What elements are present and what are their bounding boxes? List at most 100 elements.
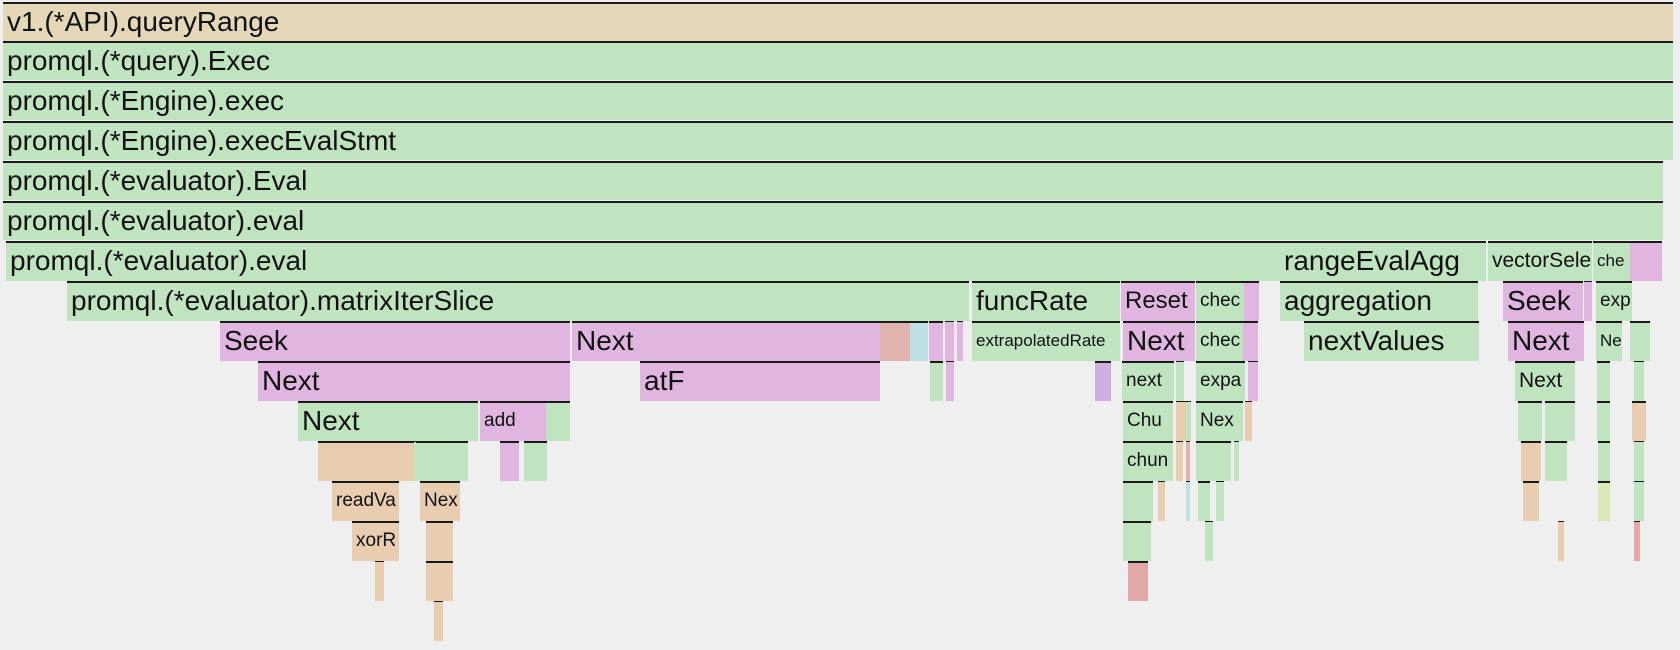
flame-frame[interactable]: promql.(*query).Exec	[3, 41, 1673, 80]
flame-frame[interactable]: add	[480, 401, 547, 441]
flame-frame[interactable]	[375, 561, 384, 601]
flame-frame[interactable]: promql.(*evaluator).eval	[6, 241, 1280, 281]
flame-frame[interactable]	[1521, 441, 1541, 481]
flame-frame[interactable]	[500, 441, 519, 481]
flame-frame[interactable]	[930, 361, 943, 401]
flame-frame[interactable]: promql.(*evaluator).Eval	[3, 161, 1663, 200]
flame-frame[interactable]	[1205, 521, 1213, 561]
flame-frame[interactable]: Nex	[1196, 401, 1243, 441]
flame-frame[interactable]	[1545, 441, 1567, 481]
flame-frame[interactable]	[1630, 321, 1650, 361]
flame-frame[interactable]	[1634, 441, 1644, 481]
flame-frame[interactable]	[1584, 281, 1592, 321]
flame-frame[interactable]: chun	[1123, 441, 1173, 481]
flame-frame[interactable]: Next	[1508, 321, 1584, 361]
frame-label: readVa	[336, 490, 396, 511]
flame-frame[interactable]	[1128, 561, 1148, 601]
flame-frame[interactable]	[1176, 401, 1187, 441]
frame-label: Nex	[424, 490, 458, 511]
flame-frame[interactable]: readVa	[332, 481, 399, 521]
flame-frame[interactable]	[945, 321, 954, 361]
flame-frame[interactable]	[880, 321, 910, 361]
flame-frame[interactable]: Nex	[420, 481, 460, 521]
frame-label: Next	[1512, 325, 1570, 356]
frame-label: che	[1597, 251, 1625, 270]
flame-frame[interactable]	[1634, 481, 1644, 521]
flame-frame[interactable]	[910, 321, 928, 361]
flame-frame[interactable]: promql.(*Engine).execEvalStmt	[3, 121, 1673, 160]
flame-frame[interactable]: exp	[1596, 281, 1632, 321]
flame-frame[interactable]: Ne	[1596, 321, 1622, 361]
flame-frame[interactable]: Seek	[220, 321, 570, 361]
flame-frame[interactable]: Next	[1123, 321, 1195, 361]
flame-frame[interactable]: Chu	[1123, 401, 1173, 441]
flame-frame[interactable]	[946, 361, 954, 401]
flame-frame[interactable]: chec	[1196, 321, 1246, 361]
flame-frame[interactable]: v1.(*API).queryRange	[3, 2, 1673, 41]
flame-frame[interactable]	[426, 521, 453, 561]
flame-frame[interactable]	[1558, 521, 1564, 561]
flame-frame[interactable]: chec	[1196, 281, 1246, 321]
flame-frame[interactable]	[1186, 441, 1190, 481]
frame-label: Nex	[1200, 410, 1234, 431]
flame-frame[interactable]	[1244, 281, 1259, 321]
flame-frame[interactable]	[1523, 481, 1539, 521]
flame-frame[interactable]	[1248, 361, 1258, 401]
flame-frame[interactable]	[1123, 521, 1151, 561]
flame-frame[interactable]	[1095, 361, 1111, 401]
flame-frame[interactable]	[1597, 361, 1610, 401]
flame-frame[interactable]	[318, 441, 414, 481]
flame-frame[interactable]: funcRate	[972, 281, 1120, 321]
frame-label: Next	[1519, 369, 1563, 392]
flame-frame[interactable]: xorR	[352, 521, 399, 561]
flame-frame[interactable]: Next	[572, 321, 880, 361]
flame-frame[interactable]	[1216, 481, 1224, 521]
flame-frame[interactable]: expa	[1196, 361, 1245, 401]
flame-frame[interactable]	[1598, 441, 1610, 481]
flame-frame[interactable]	[426, 561, 453, 601]
frame-label: Next	[302, 405, 360, 436]
flame-frame[interactable]	[1176, 361, 1184, 401]
flame-frame[interactable]: Next	[298, 401, 478, 441]
flame-frame[interactable]	[1518, 401, 1542, 441]
flame-frame[interactable]: atF	[640, 361, 880, 401]
flame-frame[interactable]	[1597, 401, 1610, 441]
flame-frame[interactable]	[1186, 401, 1191, 441]
flame-frame[interactable]	[1196, 441, 1231, 481]
flame-frame[interactable]: promql.(*Engine).exec	[3, 81, 1673, 120]
flame-frame[interactable]	[1598, 481, 1610, 521]
flame-frame[interactable]: Next	[1515, 361, 1575, 401]
flame-frame[interactable]: rangeEvalAgg	[1280, 241, 1486, 281]
flame-frame[interactable]	[1630, 241, 1662, 281]
flame-frame[interactable]: nextValues	[1304, 321, 1479, 361]
flame-frame[interactable]	[1545, 401, 1575, 441]
flame-frame[interactable]	[957, 321, 963, 361]
flame-frame[interactable]: Seek	[1503, 281, 1583, 321]
flame-frame[interactable]	[1198, 481, 1210, 521]
flame-frame[interactable]	[1176, 441, 1183, 481]
flame-frame[interactable]	[1186, 481, 1190, 521]
flame-frame[interactable]	[929, 321, 943, 361]
flame-frame[interactable]	[1634, 521, 1640, 561]
flame-frame[interactable]	[546, 401, 570, 441]
flame-frame[interactable]	[1158, 481, 1165, 521]
flame-frame[interactable]: extrapolatedRate	[972, 321, 1120, 361]
flame-frame[interactable]: aggregation	[1280, 281, 1478, 321]
flame-frame[interactable]	[434, 601, 443, 641]
flame-frame[interactable]: promql.(*evaluator).matrixIterSlice	[67, 281, 969, 321]
flame-frame[interactable]	[524, 441, 547, 481]
flame-frame[interactable]	[416, 441, 468, 481]
flame-frame[interactable]	[1632, 401, 1646, 441]
flame-frame[interactable]: vectorSele	[1488, 241, 1592, 281]
flame-frame[interactable]: promql.(*evaluator).eval	[3, 201, 1663, 240]
flame-frame[interactable]	[1634, 361, 1644, 401]
flame-frame[interactable]	[1243, 321, 1258, 361]
flame-frame[interactable]: next	[1122, 361, 1174, 401]
flame-frame[interactable]	[1234, 441, 1239, 481]
flame-frame[interactable]: Reset	[1121, 281, 1195, 321]
flame-frame[interactable]: Next	[258, 361, 570, 401]
flame-frame[interactable]: che	[1593, 241, 1631, 281]
frame-label: Seek	[224, 325, 288, 356]
flame-frame[interactable]	[1245, 401, 1252, 441]
flame-frame[interactable]	[1123, 481, 1153, 521]
